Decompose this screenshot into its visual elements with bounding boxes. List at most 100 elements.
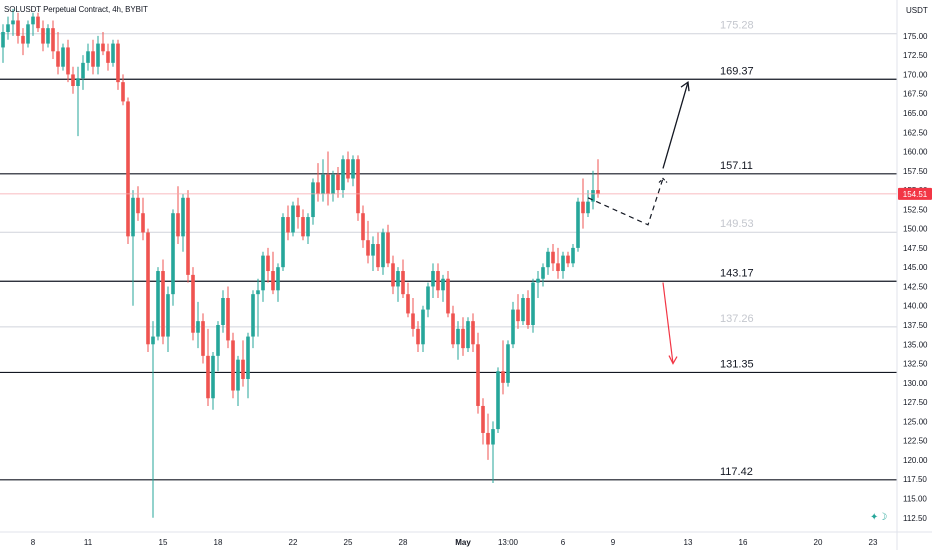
candle-body — [36, 16, 40, 29]
candle-body — [181, 197, 185, 237]
candle-body — [466, 321, 470, 349]
candle-body — [481, 405, 485, 433]
candle-body — [201, 321, 205, 356]
time-tick-label: 28 — [399, 538, 408, 547]
candle-body — [371, 244, 375, 256]
candle-body — [376, 244, 380, 268]
candle-body — [16, 20, 20, 36]
candle-body — [66, 47, 70, 75]
level-label: 143.17 — [720, 267, 754, 279]
candle-body — [546, 251, 550, 268]
price-tick-label: 152.50 — [903, 205, 928, 214]
candle-body — [211, 355, 215, 399]
level-label: 169.37 — [720, 65, 754, 77]
candle-body — [541, 267, 545, 279]
level-label: 149.53 — [720, 218, 754, 230]
candle-body — [461, 328, 465, 349]
support-resistance-levels: 175.28 169.37 157.11 149.53 143.17 137.26 131.… — [0, 20, 897, 481]
candle-body — [251, 294, 255, 337]
candle-body — [411, 313, 415, 329]
candle-body — [126, 101, 130, 237]
candle-body — [61, 47, 65, 67]
price-tick-label: 147.50 — [903, 244, 928, 253]
time-tick-label: 22 — [289, 538, 298, 547]
time-tick-label: 20 — [814, 538, 823, 547]
price-tick-label: 130.00 — [903, 379, 928, 388]
candle-body — [306, 217, 310, 237]
down-arrow — [662, 282, 674, 364]
up-arrow-head — [680, 80, 690, 92]
projection-dashed-path — [587, 178, 664, 226]
candle-body — [321, 174, 325, 194]
candle-body — [471, 321, 475, 345]
candle-body — [351, 159, 355, 179]
candle-body — [456, 328, 460, 345]
level-label: 137.26 — [720, 313, 754, 325]
candle-body — [216, 325, 220, 356]
candle-body — [276, 267, 280, 291]
candle-body — [161, 271, 165, 337]
price-tick-label: 115.00 — [903, 494, 927, 503]
time-tick-label: 13 — [684, 538, 693, 547]
candle-body — [226, 298, 230, 341]
candle-body — [6, 24, 10, 33]
price-tick-label: 167.50 — [903, 90, 928, 99]
candle-body — [496, 371, 500, 430]
price-axis[interactable]: 112.50 115.00 117.50 120.00 122.50 125.00 127.… — [896, 0, 932, 550]
candle-body — [536, 278, 540, 283]
candle-body — [166, 294, 170, 337]
candle-body — [586, 201, 590, 214]
candle-body — [511, 309, 515, 345]
candle-body — [476, 344, 480, 406]
candle-body — [206, 355, 210, 399]
level-label: 175.28 — [720, 20, 754, 32]
time-tick-label: 9 — [611, 538, 616, 547]
candle-body — [576, 201, 580, 248]
candle-body — [31, 16, 35, 25]
candle-body — [111, 43, 115, 63]
candle-body — [101, 43, 105, 52]
candle-body — [506, 344, 510, 383]
candle-body — [501, 371, 505, 383]
candle-body — [146, 232, 150, 345]
down-arrow-head — [668, 355, 678, 365]
candle-body — [366, 240, 370, 256]
candle-body — [151, 336, 155, 345]
candle-body — [551, 251, 555, 264]
candle-body — [451, 313, 455, 345]
candle-body — [106, 51, 110, 63]
time-axis[interactable]: 8 11 15 18 22 25 28 May 13:00 6 9 13 16 20 23 — [0, 531, 932, 547]
candle-body — [416, 328, 420, 345]
time-tick-label: 18 — [214, 538, 223, 547]
candle-body — [191, 274, 195, 333]
price-tick-label: 175.00 — [903, 32, 928, 41]
candle-body — [556, 263, 560, 272]
candle-body — [241, 359, 245, 379]
projection-annotations — [0, 80, 897, 365]
time-tick-label: 6 — [561, 538, 566, 547]
candle-body — [301, 217, 305, 237]
candle-body — [491, 429, 495, 445]
price-tick-label: 137.50 — [903, 321, 928, 330]
time-tick-label: 16 — [739, 538, 748, 547]
candle-body — [436, 271, 440, 291]
candle-body — [311, 182, 315, 218]
price-tick-label: 165.00 — [903, 109, 928, 118]
price-tick-label: 172.50 — [903, 51, 928, 60]
price-tick-label: 140.00 — [903, 302, 928, 311]
candle-body — [521, 298, 525, 322]
candle-body — [86, 51, 90, 63]
candle-body — [246, 336, 250, 379]
up-arrow — [662, 81, 689, 169]
time-tick-label: 13:00 — [498, 538, 519, 547]
current-price-badge — [898, 187, 932, 200]
candle-body — [96, 43, 100, 67]
candle-body — [341, 159, 345, 191]
candle-body — [571, 247, 575, 264]
currency-label: USDT — [906, 6, 928, 15]
candle-body — [141, 213, 145, 233]
price-tick-label: 145.00 — [903, 263, 928, 272]
candle-body — [566, 255, 570, 264]
candle-body — [356, 159, 360, 214]
